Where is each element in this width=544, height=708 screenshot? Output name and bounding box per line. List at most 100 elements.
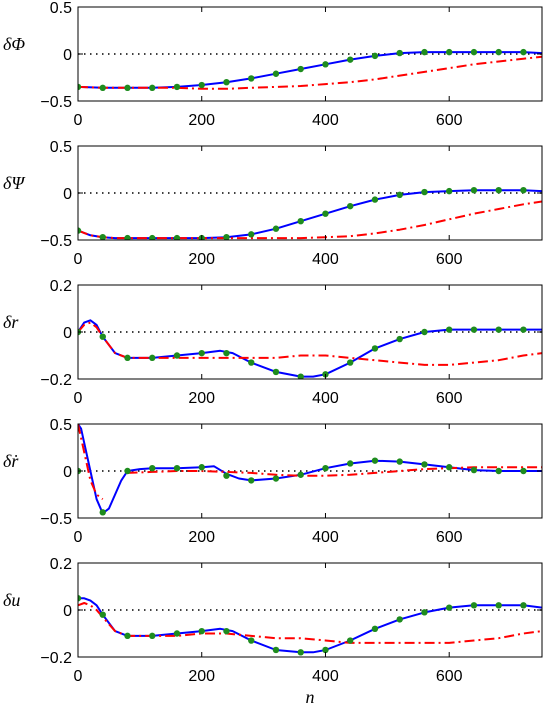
data-point — [446, 48, 453, 56]
data-point — [446, 187, 453, 195]
data-point — [149, 84, 156, 92]
data-point — [99, 509, 106, 516]
data-point — [347, 359, 354, 366]
y-tick-label: 0.2 — [50, 278, 72, 295]
data-point — [248, 637, 255, 644]
series-line-dashdot — [78, 602, 542, 644]
x-tick-label: 400 — [312, 390, 339, 407]
data-point — [248, 359, 255, 366]
x-tick-label: 600 — [436, 390, 463, 407]
data-point — [347, 56, 354, 63]
data-point — [446, 326, 453, 333]
series-line-dashdot — [78, 200, 542, 240]
panel-2: 0 200 400 600−0.500.5δΨ — [3, 139, 543, 268]
y-tick-label: −0.5 — [40, 511, 72, 528]
data-point — [446, 604, 453, 611]
data-point — [198, 627, 205, 635]
data-point — [173, 630, 181, 637]
data-point — [173, 234, 181, 240]
y-tick-label: 0.5 — [50, 139, 72, 156]
data-point — [421, 188, 428, 196]
data-point — [470, 602, 478, 609]
x-tick-label: 0 — [74, 668, 83, 685]
data-point — [272, 475, 280, 482]
y-tick-label: −0.2 — [40, 372, 72, 389]
data-point — [78, 595, 82, 602]
data-point — [520, 602, 527, 609]
data-point — [223, 349, 230, 357]
data-point — [248, 231, 255, 238]
x-tick-label: 0 — [74, 390, 83, 407]
x-tick-label: 400 — [312, 668, 339, 685]
x-tick-label: 200 — [188, 251, 215, 268]
data-point — [198, 464, 205, 471]
y-tick-label: −0.5 — [40, 233, 72, 250]
series-line-dashdot — [78, 424, 104, 500]
y-axis-label: δr — [3, 312, 19, 332]
data-point — [149, 354, 156, 362]
data-point — [99, 611, 106, 618]
y-tick-label: 0 — [63, 325, 72, 342]
panel-1: 0 200 400 600−0.500.5δΦ — [3, 0, 543, 129]
panel-4: 0 200 400 600−0.500.5δṙ — [3, 417, 543, 546]
y-tick-label: 0 — [63, 47, 72, 64]
data-point — [421, 48, 428, 56]
data-point — [99, 333, 106, 340]
data-point — [99, 84, 106, 92]
data-point — [495, 186, 502, 194]
data-point — [124, 234, 131, 240]
x-tick-label: 200 — [188, 668, 215, 685]
x-tick-label: 600 — [436, 529, 463, 546]
y-axis-label: δΨ — [3, 173, 26, 193]
data-point — [396, 458, 403, 465]
series-line-solid — [78, 51, 542, 89]
x-tick-label: 400 — [312, 251, 339, 268]
data-point — [470, 186, 478, 194]
panel-3: 0 200 400 600−0.200.2δr — [3, 278, 543, 407]
data-point — [124, 467, 131, 475]
data-point — [297, 471, 304, 478]
data-point — [396, 335, 403, 343]
axes-box — [77, 562, 543, 658]
y-axis-label: δṙ — [3, 451, 19, 471]
data-point — [124, 354, 131, 362]
x-tick-label: 0 — [74, 529, 83, 546]
series-group — [78, 319, 542, 379]
x-tick-label: 0 — [74, 251, 83, 268]
series-group — [78, 48, 542, 92]
data-point — [78, 227, 82, 234]
x-tick-label: 200 — [188, 112, 215, 129]
data-point — [446, 464, 453, 471]
y-axis-label: δΦ — [3, 34, 25, 54]
data-point — [495, 467, 502, 475]
data-point — [495, 602, 502, 609]
y-tick-label: 0 — [63, 464, 72, 481]
x-tick-label: 200 — [188, 390, 215, 407]
data-point — [470, 466, 478, 474]
y-tick-label: 0.5 — [50, 0, 72, 17]
y-tick-label: 0 — [63, 603, 72, 620]
data-point — [371, 52, 379, 60]
data-point — [223, 233, 230, 240]
data-point — [495, 48, 502, 56]
data-point — [198, 349, 205, 357]
data-point — [297, 373, 304, 379]
data-point — [124, 84, 131, 92]
data-point — [520, 326, 527, 333]
data-point — [520, 186, 527, 194]
data-point — [371, 345, 379, 352]
series-group — [78, 424, 542, 516]
data-point — [520, 48, 527, 56]
y-tick-label: 0 — [63, 186, 72, 203]
series-group — [78, 186, 542, 240]
x-tick-label: 0 — [74, 112, 83, 129]
series-line-dashdot — [78, 321, 542, 366]
x-tick-label: 600 — [436, 112, 463, 129]
y-tick-label: 0.2 — [50, 556, 72, 573]
x-tick-label: 600 — [436, 251, 463, 268]
data-point — [223, 472, 230, 479]
data-point — [347, 202, 354, 210]
data-point — [396, 191, 403, 199]
x-tick-label: 400 — [312, 112, 339, 129]
